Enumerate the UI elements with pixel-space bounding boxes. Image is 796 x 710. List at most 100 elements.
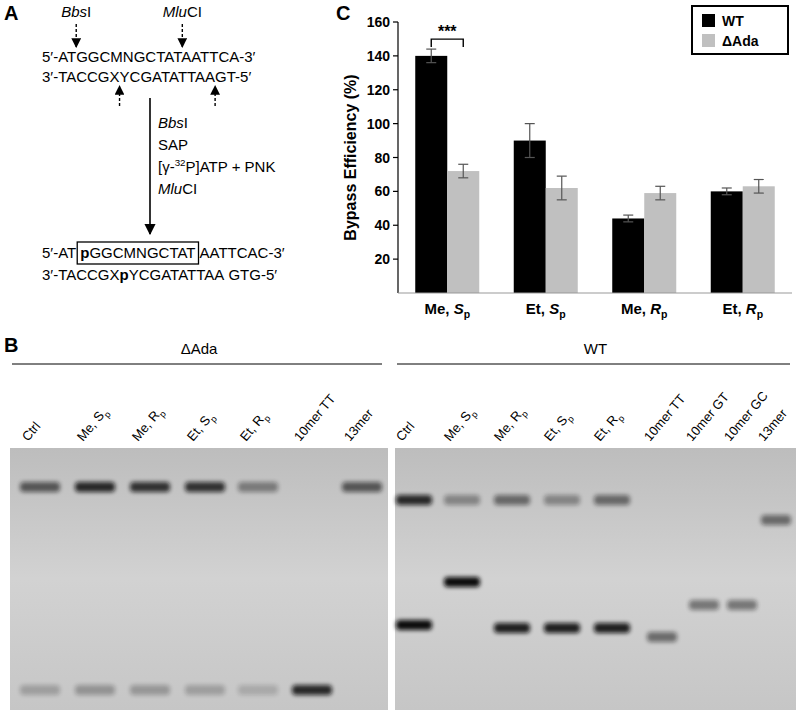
label-subscript: p xyxy=(757,308,763,320)
error-bar xyxy=(655,186,665,200)
label-subscript: p xyxy=(519,409,530,419)
error-line xyxy=(463,164,464,178)
product-box xyxy=(77,242,198,264)
lane-label: Ctrl xyxy=(393,419,418,444)
y-tick xyxy=(393,157,398,158)
y-tick-label: 80 xyxy=(374,150,390,166)
gel-band xyxy=(238,685,278,695)
step-text: I xyxy=(184,114,188,131)
error-cap xyxy=(754,179,764,180)
y-tick-label: 140 xyxy=(367,48,391,64)
gel-band xyxy=(75,685,115,695)
legend-label: WT xyxy=(722,13,744,29)
gel-band xyxy=(544,623,580,633)
panel-label: B xyxy=(4,334,18,356)
cut-arrow xyxy=(119,86,120,106)
lane-label: Et, Sp xyxy=(541,409,576,446)
lane-label: 13mer xyxy=(755,406,791,444)
y-tick xyxy=(393,191,398,192)
sequence-text: GGCMNGCTAT xyxy=(89,244,195,261)
y-tick xyxy=(393,225,398,226)
y-tick xyxy=(393,123,398,124)
lane-label: 10mer TT xyxy=(641,391,689,444)
enzyme-text: I xyxy=(87,3,91,20)
step-text: P]ATP + PNK xyxy=(186,158,276,175)
step-text: CI xyxy=(182,180,197,197)
error-cap xyxy=(722,187,732,188)
y-tick-label: 20 xyxy=(374,251,390,267)
gel-title-rule xyxy=(12,364,382,365)
gel-band xyxy=(396,495,432,505)
y-tick xyxy=(393,259,398,260)
error-cap xyxy=(458,164,468,165)
error-bar xyxy=(458,164,468,178)
sequence-text: GTG-5′ xyxy=(224,266,277,283)
gel-band xyxy=(647,632,677,642)
step-text: Mlu xyxy=(158,180,183,197)
gel-band xyxy=(130,685,170,695)
error-line xyxy=(726,188,727,195)
error-bar xyxy=(557,176,567,200)
error-cap xyxy=(722,194,732,195)
error-cap xyxy=(557,199,567,200)
y-tick xyxy=(393,55,398,56)
panel-c: C20406080100120140160Bypass Efficiency (… xyxy=(336,2,792,320)
gel-band xyxy=(185,482,225,492)
error-cap xyxy=(754,192,764,193)
annotation: *** xyxy=(438,23,457,40)
error-line xyxy=(529,124,530,158)
bar xyxy=(514,141,546,293)
gel-band xyxy=(292,685,332,695)
error-bar xyxy=(754,180,764,194)
legend-swatch xyxy=(702,14,715,27)
category-label: Me, Rp xyxy=(621,300,667,320)
bar xyxy=(415,56,447,293)
error-cap xyxy=(525,157,535,158)
error-cap xyxy=(623,214,633,215)
enzyme-label: MluCI xyxy=(163,3,202,20)
gel-band xyxy=(75,482,115,492)
error-cap xyxy=(655,199,665,200)
y-tick-label: 100 xyxy=(367,116,391,132)
gel-band xyxy=(396,620,432,630)
bar xyxy=(447,171,479,293)
lane-label: Me, Rp xyxy=(491,404,530,446)
sequence-text: YCGATATTAA xyxy=(129,266,225,283)
gel-band xyxy=(444,577,480,587)
error-cap xyxy=(458,177,468,178)
error-cap xyxy=(525,123,535,124)
label-subscript: p xyxy=(661,308,667,320)
error-line xyxy=(431,49,432,63)
cut-arrow xyxy=(214,86,215,106)
error-line xyxy=(758,180,759,194)
lane-label: 13mer xyxy=(341,406,377,444)
label-part: Et, xyxy=(526,300,549,317)
gel-title: WT xyxy=(584,340,607,357)
y-tick xyxy=(393,89,398,90)
label-subscript: p xyxy=(102,410,113,420)
y-tick xyxy=(393,21,398,22)
gel-band xyxy=(689,600,719,610)
gel-band xyxy=(494,495,530,505)
error-cap xyxy=(426,62,436,63)
panel-label: A xyxy=(4,2,18,24)
category-label: Me, Sp xyxy=(424,300,470,320)
label-part: S xyxy=(454,300,464,317)
category-label: Et, Rp xyxy=(722,300,763,320)
panel-label: C xyxy=(336,2,350,24)
label-subscript: p xyxy=(464,308,470,320)
label-part: Et, xyxy=(722,300,745,317)
lane-label: Et, Sp xyxy=(184,409,219,446)
sequence-text: 3′-TACCGXYCGATATTAAGT-5′ xyxy=(42,68,251,85)
sequence-text: 3′-TACCGX xyxy=(42,266,120,283)
label-subscript: p xyxy=(565,414,576,424)
gel-band xyxy=(444,495,480,505)
gel-band xyxy=(185,685,225,695)
label-part: Me, xyxy=(424,300,453,317)
y-tick-label: 160 xyxy=(367,14,391,30)
figure: A5′-ATGGCMNGCTATAATTCA-3′3′-TACCGXYCGATA… xyxy=(0,0,796,710)
gel-image xyxy=(10,448,388,710)
gel-band xyxy=(20,482,60,492)
lane-label: Me, Sp xyxy=(74,404,113,445)
x-axis xyxy=(398,293,792,294)
